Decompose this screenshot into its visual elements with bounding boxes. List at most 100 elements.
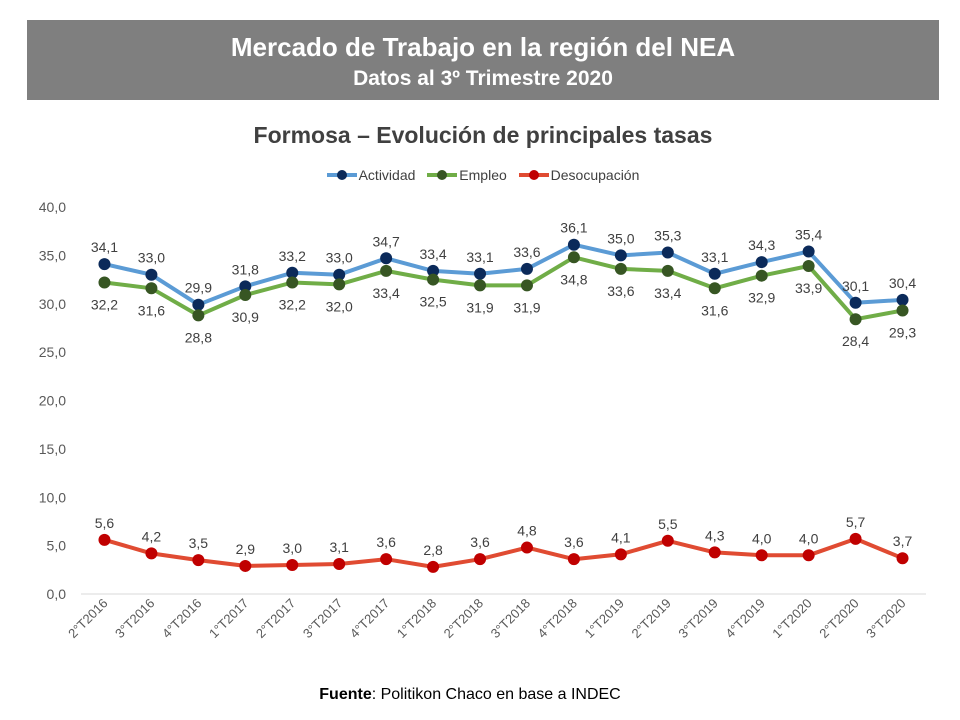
data-point-actividad bbox=[98, 258, 111, 271]
x-tick-label: 4°T2018 bbox=[535, 596, 580, 641]
page-subtitle: Datos al 3º Trimestre 2020 bbox=[353, 67, 613, 90]
data-label-desocupacion: 4,0 bbox=[799, 530, 819, 546]
data-point-desocupacion bbox=[380, 553, 393, 566]
data-point-empleo bbox=[380, 264, 393, 277]
y-tick-label: 35,0 bbox=[39, 247, 66, 263]
data-label-empleo: 33,4 bbox=[654, 285, 681, 301]
data-point-actividad bbox=[380, 252, 393, 265]
data-label-actividad: 34,3 bbox=[748, 237, 775, 253]
data-point-desocupacion bbox=[708, 546, 721, 559]
data-point-desocupacion bbox=[98, 533, 111, 546]
data-point-empleo bbox=[802, 260, 815, 273]
data-point-actividad bbox=[849, 296, 862, 309]
x-tick-label: 3°T2020 bbox=[863, 596, 908, 641]
data-label-actividad: 36,1 bbox=[560, 220, 587, 236]
data-label-actividad: 33,1 bbox=[701, 249, 728, 265]
source-text: : Politikon Chaco en base a INDEC bbox=[371, 686, 621, 703]
data-label-desocupacion: 5,6 bbox=[95, 515, 115, 531]
data-point-actividad bbox=[145, 268, 158, 281]
x-tick-label: 1°T2017 bbox=[206, 596, 251, 641]
data-label-desocupacion: 2,9 bbox=[236, 541, 256, 557]
data-label-actividad: 35,0 bbox=[607, 230, 634, 246]
data-label-desocupacion: 3,6 bbox=[470, 534, 490, 550]
legend-marker-empleo bbox=[427, 169, 458, 181]
legend-label-actividad: Actividad bbox=[358, 167, 416, 183]
data-point-empleo bbox=[239, 289, 252, 302]
data-point-actividad bbox=[286, 266, 299, 279]
x-tick-label: 4°T2019 bbox=[722, 596, 767, 641]
data-point-desocupacion bbox=[474, 553, 487, 566]
y-tick-label: 20,0 bbox=[39, 393, 66, 409]
data-label-actividad: 33,6 bbox=[513, 244, 540, 260]
data-point-desocupacion bbox=[896, 552, 909, 565]
data-label-actividad: 33,1 bbox=[466, 249, 493, 265]
data-label-desocupacion: 4,8 bbox=[517, 523, 537, 539]
data-label-actividad: 33,2 bbox=[279, 248, 306, 264]
data-label-desocupacion: 4,3 bbox=[705, 527, 725, 543]
source-note: Fuente: Politikon Chaco en base a INDEC bbox=[0, 686, 940, 704]
data-label-desocupacion: 3,5 bbox=[189, 535, 209, 551]
data-point-empleo bbox=[896, 304, 909, 317]
data-point-desocupacion bbox=[849, 532, 862, 545]
legend-label-desocupacion: Desocupación bbox=[550, 167, 640, 183]
data-label-actividad: 35,3 bbox=[654, 227, 681, 243]
x-tick-label: 3°T2018 bbox=[488, 596, 533, 641]
y-tick-label: 40,0 bbox=[39, 199, 66, 215]
chart-title: Formosa – Evolución de principales tasas bbox=[253, 122, 713, 148]
data-label-desocupacion: 3,1 bbox=[329, 539, 349, 555]
data-label-desocupacion: 2,8 bbox=[423, 542, 443, 558]
x-tick-label: 2°T2018 bbox=[441, 596, 486, 641]
data-label-desocupacion: 3,0 bbox=[283, 540, 303, 556]
data-point-actividad bbox=[896, 293, 909, 306]
data-label-desocupacion: 5,7 bbox=[846, 514, 866, 530]
data-label-desocupacion: 3,7 bbox=[893, 533, 913, 549]
data-label-actividad: 35,4 bbox=[795, 227, 822, 243]
data-label-actividad: 33,0 bbox=[326, 250, 353, 266]
data-point-empleo bbox=[849, 313, 862, 326]
data-point-empleo bbox=[474, 279, 487, 292]
data-point-actividad bbox=[333, 268, 346, 281]
data-point-empleo bbox=[145, 282, 158, 295]
data-point-empleo bbox=[192, 309, 205, 322]
x-tick-label: 3°T2017 bbox=[300, 596, 345, 641]
data-point-desocupacion bbox=[333, 558, 346, 571]
data-label-empleo: 32,0 bbox=[326, 298, 353, 314]
data-point-actividad bbox=[661, 246, 674, 259]
x-tick-label: 4°T2017 bbox=[347, 596, 392, 641]
x-tick-label: 2°T2017 bbox=[253, 596, 298, 641]
data-label-desocupacion: 3,6 bbox=[564, 534, 584, 550]
source-label: Fuente bbox=[319, 686, 372, 703]
x-tick-label: 1°T2020 bbox=[769, 596, 814, 641]
data-point-empleo bbox=[755, 269, 768, 282]
data-point-actividad bbox=[567, 238, 580, 251]
data-point-empleo bbox=[98, 276, 111, 289]
series-line-actividad bbox=[102, 242, 905, 307]
line-chart: 0,0 5,0 10,0 15,0 20,0 25,0 30,0 35,0 40,0 2°T201… bbox=[39, 199, 926, 641]
data-label-empleo: 28,4 bbox=[842, 333, 869, 349]
data-label-empleo: 31,9 bbox=[466, 299, 493, 315]
data-point-empleo bbox=[708, 282, 721, 295]
data-point-actividad bbox=[708, 267, 721, 280]
data-label-empleo: 31,6 bbox=[701, 302, 728, 318]
data-label-empleo: 31,9 bbox=[513, 299, 540, 315]
data-label-actividad: 29,9 bbox=[185, 280, 212, 296]
data-label-actividad: 30,4 bbox=[889, 275, 916, 291]
chart-legend: Actividad Empleo Desocupación bbox=[0, 167, 960, 183]
data-point-desocupacion bbox=[239, 559, 252, 572]
data-point-actividad bbox=[192, 298, 205, 311]
y-tick-label: 0,0 bbox=[47, 586, 67, 602]
data-point-desocupacion bbox=[145, 547, 158, 560]
y-tick-label: 15,0 bbox=[39, 441, 66, 457]
data-label-desocupacion: 4,1 bbox=[611, 529, 631, 545]
x-tick-label: 1°T2019 bbox=[582, 596, 627, 641]
header-banner: Mercado de Trabajo en la región del NEA … bbox=[27, 20, 939, 100]
data-label-desocupacion: 4,2 bbox=[142, 528, 162, 544]
data-label-actividad: 34,1 bbox=[91, 239, 118, 255]
series-line-empleo bbox=[102, 255, 905, 322]
x-tick-label: 2°T2020 bbox=[816, 596, 861, 641]
data-point-empleo bbox=[614, 262, 627, 275]
legend-item-desocupacion: Desocupación bbox=[518, 167, 640, 183]
data-point-desocupacion bbox=[427, 560, 440, 573]
data-label-actividad: 33,4 bbox=[419, 246, 446, 262]
data-point-empleo bbox=[661, 264, 674, 277]
